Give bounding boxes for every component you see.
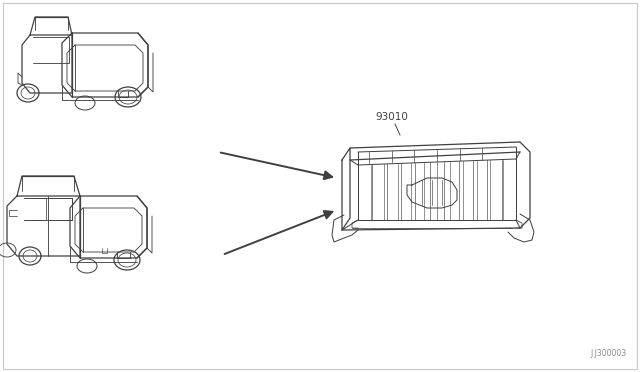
Text: J J300003: J J300003 — [591, 349, 627, 358]
Text: 93010: 93010 — [375, 112, 408, 122]
